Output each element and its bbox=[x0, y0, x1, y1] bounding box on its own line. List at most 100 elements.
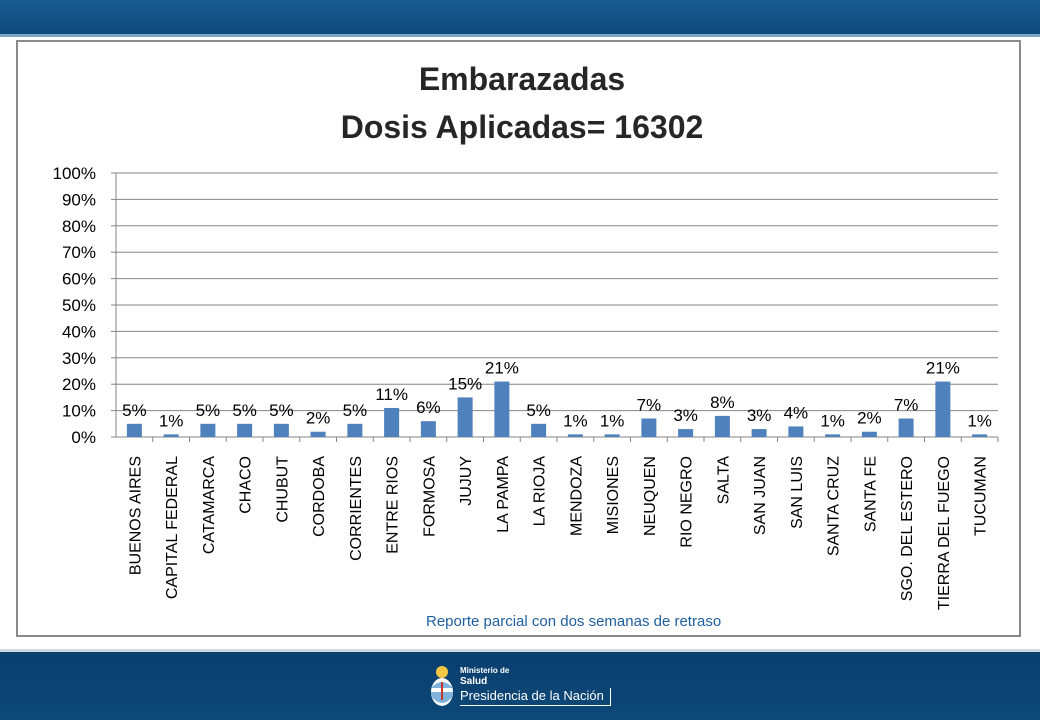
x-tick-label: ENTRE RIOS bbox=[385, 456, 402, 554]
bar bbox=[163, 434, 179, 437]
chart-title-line-1: Embarazadas bbox=[419, 61, 625, 97]
y-tick-labels: 0% 10% 20% 30% 40% 50% 60% 70% 80% 90% 100% bbox=[53, 164, 96, 447]
data-label: 1% bbox=[563, 411, 588, 430]
y-tick-label: 0% bbox=[71, 428, 96, 447]
x-tick-label: SALTA bbox=[715, 456, 732, 505]
bar bbox=[935, 381, 951, 437]
y-tick-label: 30% bbox=[62, 349, 96, 368]
data-label: 1% bbox=[820, 411, 845, 430]
y-tick-label: 100% bbox=[53, 164, 96, 183]
data-label: 3% bbox=[673, 406, 698, 425]
data-label: 15% bbox=[448, 374, 482, 393]
x-tick-label: SGO. DEL ESTERO bbox=[899, 456, 916, 601]
logo-salud-text: Salud bbox=[460, 676, 488, 687]
bars bbox=[126, 381, 988, 437]
data-label: 2% bbox=[306, 409, 331, 428]
bar bbox=[347, 423, 363, 437]
x-tick-label: CORDOBA bbox=[311, 456, 328, 537]
chart-title-line-2: Dosis Aplicadas= 16302 bbox=[341, 109, 704, 145]
x-tick-label: TUCUMAN bbox=[973, 456, 990, 536]
coat-of-arms-icon bbox=[431, 666, 453, 706]
data-label: 3% bbox=[747, 406, 772, 425]
bar bbox=[420, 421, 436, 437]
x-tick-label: LA PAMPA bbox=[495, 456, 512, 533]
bar bbox=[273, 423, 289, 437]
bar bbox=[457, 397, 473, 437]
y-tick-label: 70% bbox=[62, 243, 96, 262]
data-label: 7% bbox=[637, 396, 662, 415]
data-labels: 5%1%5% 5% 5% 2% 5%11%6%15%21%5%1% 1%7%3%8%3% 4… bbox=[122, 359, 992, 431]
bar bbox=[604, 434, 620, 437]
data-label: 2% bbox=[857, 409, 882, 428]
y-tick-label: 60% bbox=[62, 270, 96, 289]
bar bbox=[714, 415, 730, 437]
data-label: 5% bbox=[232, 401, 257, 420]
x-tick-label: NEUQUEN bbox=[642, 456, 659, 536]
logo-presidencia-text: Presidencia de la Nación bbox=[460, 688, 611, 706]
bar bbox=[567, 434, 583, 437]
data-label: 5% bbox=[196, 401, 221, 420]
bar bbox=[861, 431, 877, 437]
data-label: 5% bbox=[269, 401, 294, 420]
footer-band bbox=[0, 652, 1040, 720]
data-label: 5% bbox=[343, 401, 368, 420]
x-tick-label: TIERRA DEL FUEGO bbox=[936, 456, 953, 610]
chart-frame bbox=[16, 40, 1021, 637]
bar bbox=[310, 431, 326, 437]
bar-chart: Embarazadas Dosis Aplicadas= 16302 0% 10%… bbox=[53, 61, 999, 610]
data-label: 1% bbox=[159, 411, 184, 430]
bar bbox=[972, 434, 988, 437]
data-label: 21% bbox=[926, 359, 960, 378]
x-tick-labels: BUENOS AIRES CAPITAL FEDERAL CATAMARCA CHAC… bbox=[127, 456, 989, 610]
bar bbox=[200, 423, 216, 437]
bar bbox=[678, 429, 694, 437]
bar bbox=[751, 429, 767, 437]
x-tick-label: CORRIENTES bbox=[348, 456, 365, 561]
data-label: 5% bbox=[526, 401, 551, 420]
bar bbox=[531, 423, 547, 437]
x-tick-label: SANTA CRUZ bbox=[826, 456, 843, 556]
data-label: 11% bbox=[375, 385, 408, 404]
y-tick-label: 40% bbox=[62, 322, 96, 341]
bar bbox=[641, 418, 657, 437]
bar bbox=[237, 423, 253, 437]
data-label: 1% bbox=[967, 411, 992, 430]
bar bbox=[494, 381, 510, 437]
data-label: 4% bbox=[784, 403, 809, 422]
top-line bbox=[0, 34, 1040, 37]
bar bbox=[825, 434, 841, 437]
data-label: 21% bbox=[485, 359, 519, 378]
data-label: 7% bbox=[894, 396, 919, 415]
report-note: Reporte parcial con dos semanas de retra… bbox=[426, 613, 722, 630]
footer-separator bbox=[0, 649, 1040, 652]
data-label: 8% bbox=[710, 393, 735, 412]
bar bbox=[788, 426, 804, 437]
bar bbox=[384, 407, 400, 437]
y-tick-label: 90% bbox=[62, 190, 96, 209]
x-tick-label: RIO NEGRO bbox=[679, 456, 696, 548]
x-tick-label: SANTA FE bbox=[862, 456, 879, 532]
y-tick-label: 20% bbox=[62, 375, 96, 394]
x-tick-label: JUJUY bbox=[458, 456, 475, 506]
x-tick-label: CAPITAL FEDERAL bbox=[164, 456, 181, 599]
x-tick-label: CATAMARCA bbox=[201, 456, 218, 554]
ministerio-logo: Ministerio de Salud Presidencia de la Na… bbox=[428, 660, 628, 716]
top-band bbox=[0, 0, 1040, 34]
y-tick-label: 80% bbox=[62, 217, 96, 236]
gridlines bbox=[111, 172, 999, 442]
data-label: 6% bbox=[416, 398, 441, 417]
x-tick-label: CHUBUT bbox=[274, 456, 291, 523]
y-tick-label: 10% bbox=[62, 402, 96, 421]
x-tick-label: CHACO bbox=[238, 456, 255, 514]
bar bbox=[898, 418, 914, 437]
y-tick-label: 50% bbox=[62, 296, 96, 315]
logo-ministerio-text: Ministerio de bbox=[460, 666, 510, 675]
x-tick-label: SAN JUAN bbox=[752, 456, 769, 535]
x-tick-label: BUENOS AIRES bbox=[127, 456, 144, 575]
x-tick-label: LA RIOJA bbox=[532, 456, 549, 527]
x-tick-label: MENDOZA bbox=[568, 456, 585, 536]
bar bbox=[126, 423, 142, 437]
x-tick-label: MISIONES bbox=[605, 456, 622, 534]
x-tick-label: FORMOSA bbox=[421, 456, 438, 537]
data-label: 1% bbox=[600, 411, 625, 430]
